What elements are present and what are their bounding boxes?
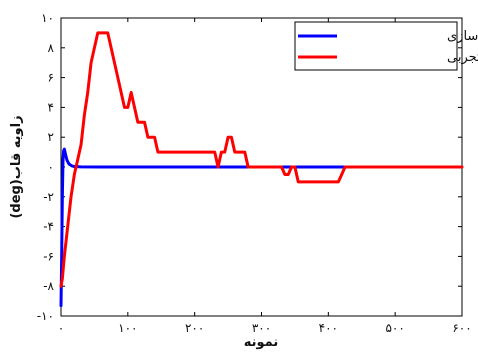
legend-series-1-label: داده های تجربی: [447, 50, 478, 65]
legend-box: [294, 21, 458, 71]
y-axis-label: زاویه قاب(deg): [9, 115, 24, 218]
series-layer: [59, 31, 464, 308]
chart-legend: نتایج شبیه سازی داده های تجربی: [294, 21, 478, 71]
y-ticks-group: -۱۰ -۸ -۶ -۴ -۲ ۰ ۲ ۴ ۶ ۸ ۱۰: [37, 11, 462, 323]
y-tick-label-8: ۶: [48, 71, 54, 85]
x-ticks-group: ۰ ۱۰۰ ۲۰۰ ۳۰۰ ۴۰۰ ۵۰۰ ۶۰۰: [58, 18, 472, 335]
y-tick-label-5: ۰: [48, 160, 54, 174]
y-tick-label-3: -۴: [43, 220, 54, 234]
x-tick-label-2: ۲۰۰: [185, 321, 204, 335]
series-line-1: [59, 31, 464, 288]
legend-series-0-label: نتایج شبیه سازی: [447, 29, 478, 44]
x-tick-label-3: ۳۰۰: [252, 321, 271, 335]
y-tick-label-1: -۸: [43, 279, 54, 293]
y-tick-label-0: -۱۰: [37, 309, 54, 323]
x-tick-label-0: ۰: [58, 321, 64, 335]
y-tick-label-4: -۲: [43, 190, 54, 204]
y-tick-label-10: ۱۰: [41, 11, 54, 25]
x-tick-label-1: ۱۰۰: [118, 321, 137, 335]
series-line-0: [59, 147, 357, 308]
x-tick-label-4: ۴۰۰: [319, 321, 338, 335]
x-tick-label-6: ۶۰۰: [452, 321, 471, 335]
x-tick-label-5: ۵۰۰: [385, 321, 404, 335]
y-tick-label-6: ۲: [48, 130, 54, 144]
x-axis-label: نمونه: [244, 335, 279, 350]
y-tick-label-9: ۸: [48, 41, 55, 55]
y-tick-label-2: -۶: [43, 249, 54, 263]
y-tick-label-7: ۴: [48, 100, 54, 114]
